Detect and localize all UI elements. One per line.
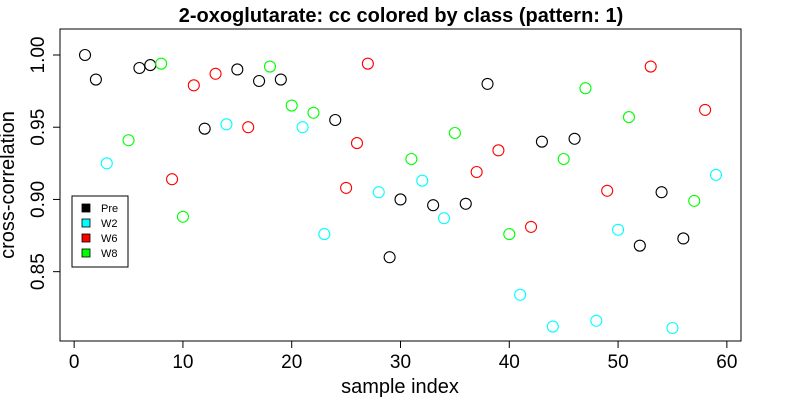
data-point-pre bbox=[78, 48, 92, 62]
x-tick-label: 0 bbox=[69, 352, 80, 373]
data-point-w8 bbox=[448, 126, 461, 140]
data-point-pre bbox=[274, 73, 287, 86]
data-point-w2 bbox=[437, 212, 451, 225]
data-point-pre bbox=[231, 63, 244, 76]
data-point-pre bbox=[329, 113, 342, 127]
data-point-w8 bbox=[285, 99, 298, 112]
data-point-w8 bbox=[307, 106, 320, 119]
x-tick-label: 20 bbox=[281, 352, 302, 373]
data-point-pre bbox=[383, 251, 396, 264]
data-point-w6 bbox=[209, 67, 222, 80]
data-point-pre bbox=[633, 239, 646, 252]
data-point-w6 bbox=[361, 57, 374, 70]
data-point-w8 bbox=[579, 82, 592, 95]
plot-frame bbox=[59, 28, 742, 342]
data-point-w2 bbox=[612, 223, 625, 236]
data-point-w2 bbox=[666, 321, 679, 335]
y-axis: 0.85 0.90 0.95 1.00 bbox=[28, 37, 60, 290]
data-point-w6 bbox=[699, 103, 712, 116]
data-points bbox=[78, 48, 723, 335]
data-point-w6 bbox=[340, 181, 353, 194]
y-tick-label: 0.95 bbox=[28, 109, 49, 146]
legend: Pre W2 W6 W8 bbox=[71, 195, 129, 268]
data-point-w2 bbox=[100, 157, 113, 170]
data-point-w8 bbox=[176, 210, 189, 223]
data-point-w6 bbox=[601, 184, 614, 197]
x-tick-label: 40 bbox=[499, 352, 520, 373]
data-point-w6 bbox=[644, 60, 657, 73]
data-point-w6 bbox=[187, 79, 200, 92]
legend-swatch-w2 bbox=[81, 218, 91, 228]
legend-label-pre: Pre bbox=[101, 203, 118, 215]
data-point-w8 bbox=[122, 134, 135, 147]
y-tick-label: 0.90 bbox=[28, 181, 49, 218]
data-point-pre bbox=[427, 199, 440, 212]
data-point-pre bbox=[133, 61, 146, 75]
legend-box bbox=[71, 195, 129, 268]
data-point-w2 bbox=[590, 314, 603, 327]
x-axis: 0 10 20 30 40 50 60 bbox=[69, 341, 737, 373]
y-tick-label: 0.85 bbox=[28, 253, 49, 290]
data-point-pre bbox=[655, 186, 668, 199]
legend-label-w2: W2 bbox=[101, 218, 118, 230]
data-point-pre bbox=[568, 132, 581, 145]
data-point-w2 bbox=[546, 320, 559, 333]
legend-swatch-pre bbox=[81, 203, 91, 213]
data-point-w8 bbox=[405, 152, 418, 166]
data-point-pre bbox=[459, 197, 472, 210]
data-point-w6 bbox=[492, 144, 505, 157]
data-point-w6 bbox=[470, 165, 483, 179]
data-point-w2 bbox=[318, 228, 331, 241]
data-point-w2 bbox=[416, 174, 429, 187]
data-point-w8 bbox=[557, 152, 570, 166]
data-point-pre bbox=[253, 74, 266, 88]
data-point-w2 bbox=[220, 118, 233, 131]
data-point-w2 bbox=[709, 168, 723, 181]
x-tick-label: 60 bbox=[716, 352, 737, 373]
data-point-w8 bbox=[688, 194, 701, 207]
x-tick-label: 10 bbox=[172, 352, 193, 373]
data-point-w6 bbox=[524, 220, 538, 233]
data-point-pre bbox=[144, 59, 157, 72]
data-point-w8 bbox=[155, 57, 168, 70]
chart-title: 2-oxoglutarate: cc colored by class (pat… bbox=[179, 5, 624, 27]
data-point-w2 bbox=[372, 186, 385, 199]
data-point-w2 bbox=[514, 288, 527, 301]
data-point-w2 bbox=[296, 121, 309, 134]
data-point-pre bbox=[89, 73, 102, 86]
legend-label-w8: W8 bbox=[101, 248, 118, 260]
data-point-w6 bbox=[242, 121, 255, 134]
legend-swatch-w6 bbox=[81, 233, 91, 243]
data-point-w8 bbox=[622, 111, 636, 124]
x-tick-label: 50 bbox=[608, 352, 629, 373]
legend-label-w6: W6 bbox=[101, 233, 118, 245]
data-point-pre bbox=[535, 135, 548, 148]
legend-swatch-w8 bbox=[81, 248, 91, 258]
x-tick-label: 30 bbox=[390, 352, 411, 373]
data-point-w6 bbox=[350, 137, 364, 150]
y-axis-label: cross-correlation bbox=[0, 111, 19, 259]
data-point-pre bbox=[394, 193, 407, 206]
x-axis-label: sample index bbox=[341, 376, 459, 398]
data-point-pre bbox=[198, 122, 211, 135]
data-point-w6 bbox=[165, 173, 179, 186]
data-point-w8 bbox=[503, 228, 516, 241]
data-point-w8 bbox=[263, 60, 277, 73]
data-point-pre bbox=[677, 232, 690, 245]
y-tick-label: 1.00 bbox=[28, 37, 49, 74]
data-point-pre bbox=[481, 77, 494, 90]
